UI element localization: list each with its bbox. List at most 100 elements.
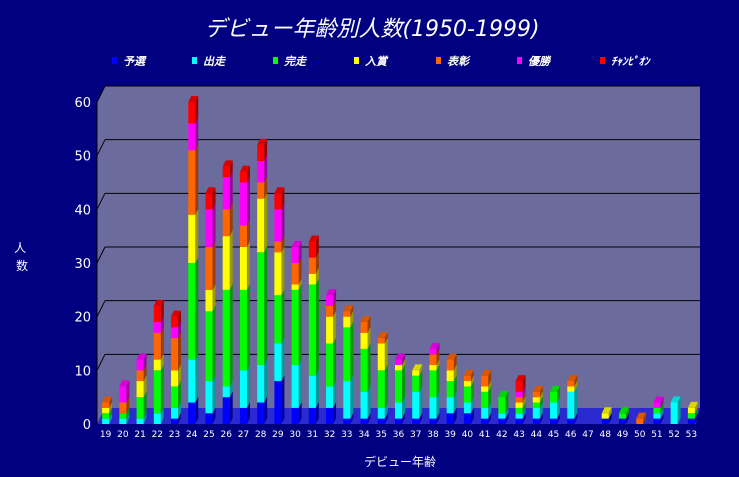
x-tick-label: 50 <box>634 430 646 440</box>
legend-label: 出走 <box>203 55 227 68</box>
bar <box>446 413 454 424</box>
bar <box>274 381 282 424</box>
bar-stack <box>429 342 440 424</box>
bar-side <box>195 396 199 424</box>
legend-label: 表彰 <box>447 55 471 68</box>
bar-side <box>195 96 199 124</box>
legend-label: 完走 <box>284 55 308 68</box>
bar-stack <box>222 160 233 424</box>
bar <box>239 289 247 371</box>
bar-side <box>229 171 233 210</box>
bar-side <box>625 412 629 424</box>
bar-side <box>436 358 440 371</box>
bar <box>274 241 282 253</box>
legend-swatch <box>192 57 197 64</box>
bar-stack <box>567 375 578 424</box>
bar-side <box>298 283 302 365</box>
bar-side <box>367 385 371 419</box>
bar-side <box>643 412 647 424</box>
bar-stack <box>532 385 543 424</box>
bar-side <box>384 412 388 424</box>
bar <box>653 413 661 419</box>
bar <box>550 402 558 419</box>
bar-side <box>522 401 526 414</box>
bar <box>291 289 299 365</box>
bar-stack <box>412 364 423 424</box>
bar-side <box>229 230 233 290</box>
x-tick-label: 42 <box>496 430 507 440</box>
bar <box>274 343 282 382</box>
bar <box>222 177 230 210</box>
gridline-diag <box>96 354 106 371</box>
bar-side <box>419 412 423 424</box>
bar <box>360 391 368 419</box>
bar <box>429 354 437 365</box>
bar-side <box>419 385 423 419</box>
bar-side <box>419 369 423 392</box>
bar-side <box>574 380 578 392</box>
bar-side <box>264 176 268 199</box>
bar-side <box>333 310 337 344</box>
x-tick-label: 48 <box>600 430 612 440</box>
legend-label: 入賞 <box>365 55 389 68</box>
x-tick-label: 33 <box>341 430 352 440</box>
bar <box>153 332 161 360</box>
bar <box>636 418 644 424</box>
bar-side <box>264 358 268 403</box>
bar <box>188 102 196 124</box>
legend-swatch <box>354 57 359 64</box>
bar-stack <box>136 353 147 424</box>
bar <box>326 316 334 344</box>
bar-side <box>212 375 216 414</box>
y-tick-label: 50 <box>74 150 91 165</box>
bar <box>257 182 265 199</box>
bar-side <box>470 375 474 387</box>
bar-side <box>315 235 319 258</box>
bar-top <box>532 385 543 392</box>
bar-side <box>315 267 319 285</box>
x-tick-label: 29 <box>272 430 284 440</box>
bar-side <box>246 240 250 290</box>
bar-side <box>350 310 354 328</box>
bar-side <box>109 396 113 408</box>
bar <box>239 407 247 424</box>
bar <box>446 381 454 398</box>
bar-top <box>636 412 647 419</box>
legend-label: ﾁｬﾝﾋﾟｵﾝ <box>611 55 651 68</box>
bar-top <box>102 396 113 403</box>
y-tick-label: 40 <box>74 203 91 218</box>
bar-top <box>274 187 285 194</box>
bar <box>463 381 471 387</box>
bar <box>326 407 334 424</box>
x-tick-label: 47 <box>582 430 593 440</box>
x-tick-label: 23 <box>169 430 180 440</box>
legend-label: 予選 <box>123 55 147 68</box>
bar <box>257 252 265 365</box>
bar-side <box>384 401 388 419</box>
bar-top <box>257 138 268 145</box>
bar-top <box>550 385 561 392</box>
bar-side <box>246 401 250 424</box>
bar-side <box>539 396 543 408</box>
bar <box>481 386 489 392</box>
bar-side <box>453 375 457 398</box>
bar <box>429 397 437 419</box>
bar-side <box>160 326 164 360</box>
bar-side <box>436 412 440 424</box>
bar-stack <box>205 187 216 424</box>
bar <box>239 246 247 290</box>
bar-side <box>229 391 233 424</box>
bar-stack <box>515 375 526 424</box>
bar <box>291 407 299 424</box>
bar-top <box>171 310 182 317</box>
x-tick-label: 44 <box>531 430 543 440</box>
bar-side <box>281 203 285 242</box>
bar-side <box>315 278 319 376</box>
bar-side <box>298 257 302 285</box>
bar-side <box>367 412 371 424</box>
bar <box>412 418 420 424</box>
bar-top <box>412 364 423 371</box>
bar-stack <box>446 353 457 424</box>
bar-side <box>195 257 199 360</box>
bar <box>463 402 471 414</box>
